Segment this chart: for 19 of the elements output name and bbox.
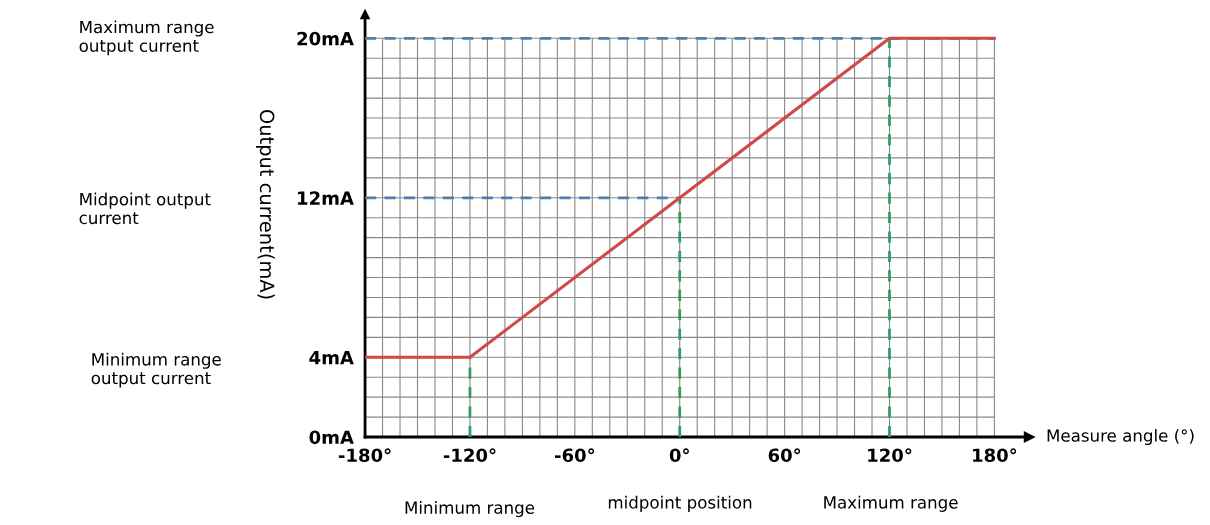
- y-tick-label: 4mA: [309, 350, 354, 365]
- x-tick-label: -180°: [338, 448, 391, 463]
- text: Minimum range output current: [91, 352, 221, 388]
- x-tick-label: 60°: [768, 448, 801, 463]
- y-axis-title: Output current(mA): [256, 110, 275, 299]
- x-tick-label: -120°: [443, 448, 496, 463]
- x-tick-label: 120°: [868, 448, 912, 463]
- x-tick-label: 0°: [669, 448, 689, 463]
- text: Maximum range output current: [79, 20, 214, 56]
- y-tick-label: 12mA: [298, 191, 354, 205]
- x-tick-label: -60°: [554, 448, 595, 463]
- text: midpoint position: [608, 495, 752, 512]
- y-tick-label: 20mA: [297, 31, 354, 46]
- text: Maximum range: [824, 495, 958, 512]
- text: Midpoint output current: [79, 192, 211, 225]
- x-tick-label: 180°: [973, 448, 1017, 463]
- x-axis-title: Measure angle (°): [1047, 428, 1194, 446]
- y-tick-label: 0mA: [309, 430, 354, 445]
- text: Minimum range: [405, 500, 535, 518]
